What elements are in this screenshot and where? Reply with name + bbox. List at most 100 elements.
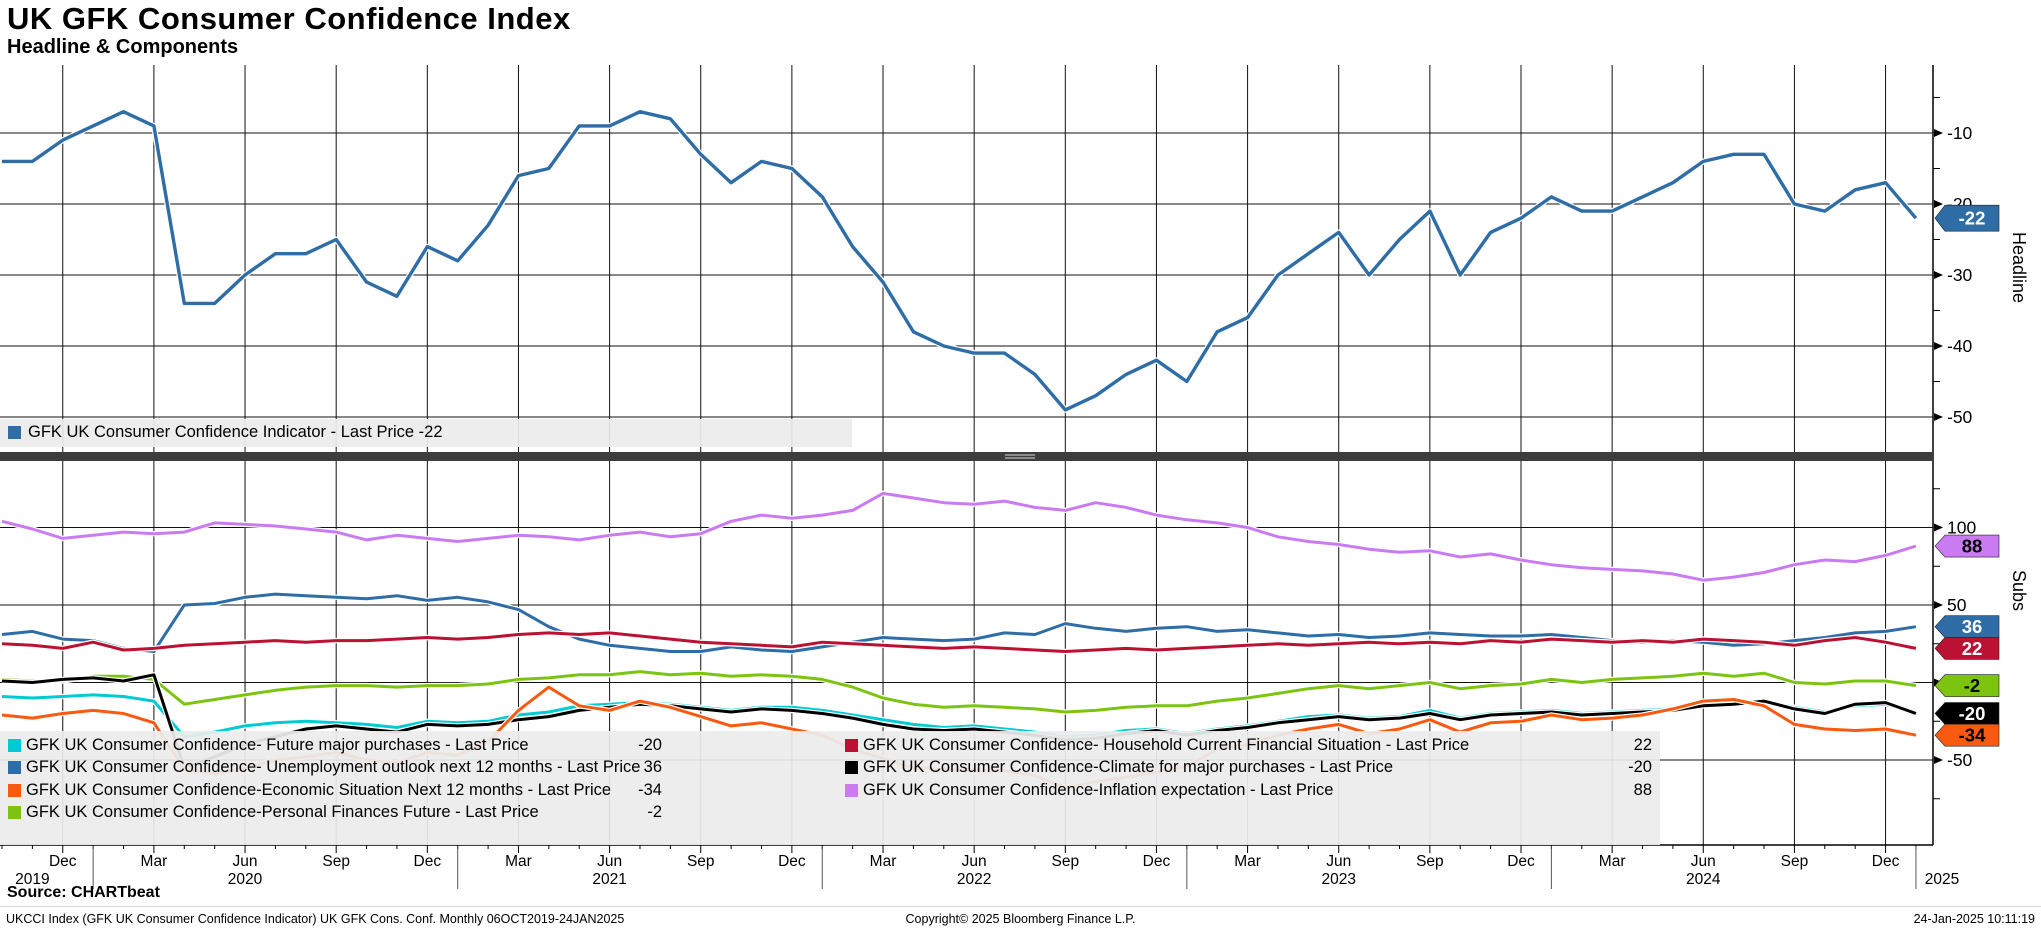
legend-swatch-icon xyxy=(8,761,21,774)
legend-item-c2r3[interactable]: GFK UK Consumer Confidence-Inflation exp… xyxy=(0,781,1660,801)
x-tick-month-label: Jun xyxy=(962,853,987,870)
svg-text:22: 22 xyxy=(1962,638,1983,659)
legend-swatch-icon xyxy=(8,784,21,797)
x-tick-month-label: Sep xyxy=(1052,853,1080,870)
series-halo-headline xyxy=(2,108,1919,413)
price-tag: -20 xyxy=(1934,702,2000,725)
x-tick-month-label: Dec xyxy=(1507,853,1535,870)
x-tick-month-label: Jun xyxy=(1326,853,1351,870)
legend-last-price: -20 xyxy=(638,736,662,754)
source-note: Source: CHARTbeat xyxy=(7,884,160,901)
x-tick-month-label: Dec xyxy=(1872,853,1900,870)
legend-swatch-icon xyxy=(8,806,21,819)
subs-legend-box: GFK UK Consumer Confidence- Future major… xyxy=(0,731,1660,845)
legend-label: GFK UK Consumer Confidence Indicator - L… xyxy=(28,423,443,441)
x-tick-month-label: Jun xyxy=(1691,853,1716,870)
x-tick-month-label: Mar xyxy=(1599,853,1626,870)
legend-label: GFK UK Consumer Confidence-Personal Fina… xyxy=(26,803,539,821)
legend-swatch-icon xyxy=(845,784,858,797)
x-tick-month-label: Dec xyxy=(49,853,77,870)
copyright-note: Copyright© 2025 Bloomberg Finance L.P. xyxy=(905,912,1136,926)
x-tick-month-label: Sep xyxy=(322,853,350,870)
svg-text:-34: -34 xyxy=(1959,725,1986,746)
svg-text:-2: -2 xyxy=(1964,675,1980,696)
timestamp: 24-Jan-2025 10:11:19 xyxy=(1913,912,2035,926)
ticker-description: UKCCI Index (GFK UK Consumer Confidence … xyxy=(6,912,625,926)
legend-label: GFK UK Consumer Confidence-Economic Situ… xyxy=(26,781,612,799)
footer-strip: UKCCI Index (GFK UK Consumer Confidence … xyxy=(0,906,2041,932)
y-tick-label: -50 xyxy=(1947,407,1973,427)
page-subtitle: Headline & Components xyxy=(7,36,239,58)
page-title: UK GFK Consumer Confidence Index xyxy=(7,1,571,36)
legend-label: GFK UK Consumer Confidence- Future major… xyxy=(26,736,529,754)
x-tick-month-label: Dec xyxy=(414,853,442,870)
price-tag: -2 xyxy=(1934,674,2000,697)
legend-item-c2r2[interactable]: GFK UK Consumer Confidence-Climate for m… xyxy=(0,758,1660,778)
price-tag: -22 xyxy=(1934,204,2000,232)
x-tick-month-label: Jun xyxy=(233,853,258,870)
series-line-personal[interactable] xyxy=(1,670,1917,714)
svg-text:36: 36 xyxy=(1962,616,1983,637)
legend-swatch-icon xyxy=(845,761,858,774)
y-tick-label: -10 xyxy=(1947,123,1973,143)
x-tick-month-label: Sep xyxy=(687,853,715,870)
x-tick-month-label: Mar xyxy=(505,853,532,870)
x-axis: Dec Mar Jun Sep Dec Mar Jun Sep Dec Mar Jun Sep Dec M… xyxy=(0,844,1959,889)
price-tag: 36 xyxy=(1934,615,2000,639)
x-tick-year-label: 2025 xyxy=(1925,871,1959,888)
legend-item-c1r1[interactable]: GFK UK Consumer Confidence- Future major… xyxy=(0,736,1660,756)
series-line-household[interactable] xyxy=(1,631,1917,653)
series-line-climate[interactable] xyxy=(1,673,1917,770)
x-tick-month-label: Sep xyxy=(1416,853,1444,870)
y-tick-label: -50 xyxy=(1947,750,1973,770)
y-tick-label: -40 xyxy=(1947,336,1973,356)
headline-axis-caption: Headline xyxy=(2009,232,2029,304)
x-tick-month-label: Mar xyxy=(1234,853,1261,870)
legend-item-c1r2[interactable]: GFK UK Consumer Confidence- Unemployment… xyxy=(0,758,1660,778)
legend-item-c1r4[interactable]: GFK UK Consumer Confidence-Personal Fina… xyxy=(0,803,1660,823)
legend-label: GFK UK Consumer Confidence-Climate for m… xyxy=(863,758,1394,776)
legend-last-price: -34 xyxy=(638,781,662,799)
panel-headline xyxy=(2,108,1919,413)
svg-text:-20: -20 xyxy=(1959,703,1986,724)
x-tick-year-label: 2020 xyxy=(228,871,263,888)
x-tick-year-label: 2023 xyxy=(1321,871,1355,888)
svg-text:-22: -22 xyxy=(1959,208,1986,229)
x-tick-month-label: Dec xyxy=(778,853,806,870)
x-tick-year-label: 2019 xyxy=(15,871,49,888)
legend-last-price: 36 xyxy=(643,758,662,776)
legend-last-price: -20 xyxy=(1628,758,1652,776)
headline-legend-box: GFK UK Consumer Confidence Indicator - L… xyxy=(0,419,852,447)
panel-divider[interactable] xyxy=(0,452,1933,461)
subs-axis-caption: Subs xyxy=(2009,570,2029,612)
series-halo-inflation xyxy=(1,490,1917,583)
x-tick-month-label: Jun xyxy=(597,853,622,870)
series-line-headline[interactable] xyxy=(2,110,1918,412)
x-tick-year-label: 2022 xyxy=(957,871,991,888)
series-line-inflation[interactable] xyxy=(1,491,1917,582)
legend-label: GFK UK Consumer Confidence- Household Cu… xyxy=(863,736,1470,754)
x-tick-month-label: Mar xyxy=(870,853,897,870)
legend-swatch-icon xyxy=(845,739,858,752)
legend-swatch-icon xyxy=(8,426,21,439)
panel-subs xyxy=(1,490,1917,791)
legend-item-c1r3[interactable]: GFK UK Consumer Confidence-Economic Situ… xyxy=(0,781,1660,801)
x-tick-year-label: 2024 xyxy=(1686,871,1721,888)
price-tag: 88 xyxy=(1934,534,2000,558)
x-tick-month-label: Dec xyxy=(1143,853,1171,870)
legend-last-price: -2 xyxy=(647,803,662,821)
y-tick-label: -30 xyxy=(1947,265,1973,285)
legend-item-c2r1[interactable]: GFK UK Consumer Confidence- Household Cu… xyxy=(0,736,1660,756)
price-tag: 22 xyxy=(1934,637,2000,660)
legend-label: GFK UK Consumer Confidence-Inflation exp… xyxy=(863,781,1334,799)
x-tick-month-label: Mar xyxy=(141,853,168,870)
x-tick-month-label: Sep xyxy=(1781,853,1809,870)
svg-text:88: 88 xyxy=(1962,536,1983,557)
legend-last-price: 22 xyxy=(1633,736,1652,754)
x-tick-year-label: 2021 xyxy=(592,871,626,888)
legend-last-price: 88 xyxy=(1633,781,1652,799)
y-tick-label: 100 xyxy=(1947,518,1976,538)
